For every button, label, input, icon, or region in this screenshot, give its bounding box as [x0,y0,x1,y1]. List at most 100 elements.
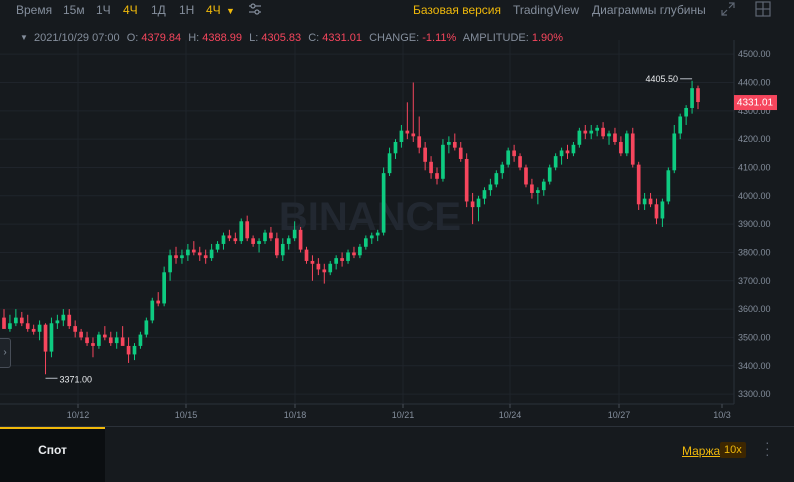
candle-body [393,141,398,154]
candle-body [660,201,665,219]
high-value: 4388.99 [202,32,243,44]
view-basic[interactable]: Базовая версия [413,3,501,17]
candle-body [186,249,190,256]
candle-body [583,130,588,134]
candle-body [197,252,202,256]
tab-spot[interactable]: Спот [0,427,105,482]
candle-body [536,190,540,193]
candle-body [636,164,641,205]
view-tradingview[interactable]: TradingView [513,3,580,17]
y-tick-label: 3300.00 [738,389,771,399]
interval-1h[interactable]: 1Ч [96,3,111,17]
caret-down-icon: ▼ [226,6,235,16]
low-marker-label: 3371.00 [60,374,93,384]
indicator-settings-icon[interactable] [248,2,262,19]
candlestick-chart[interactable]: BINANCE 4405.50 3371.00 3300.00 3400.00 350… [0,0,794,426]
interval-1d[interactable]: 1Д [151,3,166,17]
candle-body [678,116,683,134]
y-tick-label: 3600.00 [738,304,771,314]
candle-body [488,184,493,191]
candle-body [346,252,350,261]
candle-body [316,263,321,270]
x-tick-label: 10/18 [284,410,307,420]
low-value: 4305.83 [261,32,302,44]
candle-body [405,130,410,134]
y-tick-label: 4100.00 [738,162,771,172]
candle-body [464,158,469,202]
interval-4h[interactable]: 4Ч [123,3,138,17]
bottom-tabs-bar: Спот Маржа 10x · · · [0,426,794,482]
candle-body [25,323,30,329]
candle-body [654,204,659,219]
y-tick-label: 3500.00 [738,332,771,342]
more-options-icon[interactable]: · · · [765,434,770,462]
candle-body [452,141,457,148]
candle-body [8,323,12,329]
interval-dropdown[interactable]: 4Ч ▼ [206,3,235,17]
candle-body [275,238,279,256]
candle-date: 2021/10/29 07:00 [34,32,120,44]
open-label: O: [126,32,139,44]
chevron-right-icon: › [3,347,7,358]
amplitude-value: 1.90% [531,32,564,44]
time-label: Время [16,3,53,17]
svg-text:4331.01: 4331.01 [737,98,774,109]
candle-body [524,167,528,185]
layout-grid-icon[interactable] [755,1,771,20]
candle-body [447,141,451,145]
interval-1w[interactable]: 1Н [179,3,195,17]
x-tick-label: 10/21 [392,410,415,420]
candle-body [642,198,647,205]
candle-body [43,324,48,352]
sidebar-toggle-handle[interactable]: › [0,338,11,368]
candle-body [138,334,143,346]
candle-body [494,173,499,185]
y-tick-label: 3800.00 [738,247,771,257]
candle-body [31,328,36,332]
candle-body [203,255,208,259]
margin-link[interactable]: Маржа [682,444,721,458]
candle-body [19,317,24,324]
candle-body [411,133,416,137]
candle-body [340,258,344,261]
candle-body [144,320,149,335]
close-label: C: [308,32,320,44]
candle-body [286,238,291,244]
candle-body [630,133,635,165]
chart-toolbar: Время 15м 1Ч 4Ч 1Д 1Н 4Ч ▼ Базовая верси… [0,0,794,22]
candle-body [666,170,671,202]
candle-body [79,331,83,338]
change-value: -1.11% [422,32,457,44]
amplitude-label: AMPLITUDE: [462,32,529,44]
open-value: 4379.84 [141,32,182,44]
low-label: L: [249,32,259,44]
candle-body [49,323,54,352]
y-tick-label: 4200.00 [738,134,771,144]
candle-body [530,184,534,193]
interval-dropdown-label: 4Ч [206,3,221,17]
last-price-label: 4331.01 [734,95,777,111]
close-value: 4331.01 [322,32,363,44]
candle-body [257,241,261,244]
y-tick-label: 3700.00 [738,276,771,286]
candle-body [624,133,629,154]
candle-body [191,249,196,253]
candle-body [108,337,113,344]
x-tick-label: 10/3 [713,410,731,420]
view-depth-chart[interactable]: Диаграммы глубины [592,3,706,17]
leverage-badge[interactable]: 10x [720,442,746,458]
candle-body [55,320,60,324]
high-marker-label: 4405.50 [646,74,679,84]
interval-15m[interactable]: 15м [63,3,85,17]
candle-body [399,130,404,142]
high-label: H: [188,32,200,44]
expand-icon[interactable] [721,2,735,19]
candle-body [577,130,582,145]
y-tick-label: 4000.00 [738,191,771,201]
candle-body [2,317,6,329]
candle-body [310,260,315,264]
collapse-caret-icon[interactable]: ▼ [20,33,28,42]
candle-body [73,326,78,332]
candle-body [470,201,475,208]
ohlc-legend: ▼ 2021/10/29 07:00 O: 4379.84 H: 4388.99… [20,32,567,44]
